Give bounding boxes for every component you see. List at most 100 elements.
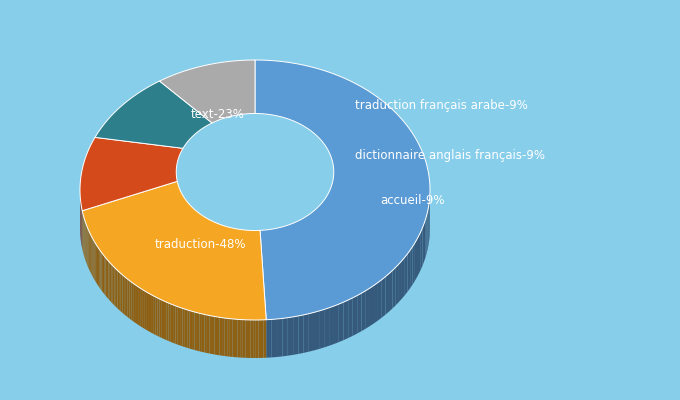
Polygon shape — [192, 311, 194, 350]
Polygon shape — [264, 320, 266, 358]
Polygon shape — [101, 251, 102, 291]
Polygon shape — [222, 318, 224, 356]
Polygon shape — [201, 215, 203, 254]
Polygon shape — [222, 225, 223, 264]
Polygon shape — [108, 261, 109, 300]
Polygon shape — [296, 221, 298, 260]
Polygon shape — [258, 320, 261, 358]
Polygon shape — [329, 306, 334, 346]
Polygon shape — [263, 230, 265, 268]
Polygon shape — [209, 219, 210, 258]
Polygon shape — [415, 239, 417, 281]
Polygon shape — [256, 230, 258, 268]
Polygon shape — [233, 319, 235, 357]
Polygon shape — [109, 262, 112, 302]
Polygon shape — [277, 318, 282, 357]
Polygon shape — [88, 230, 89, 270]
Polygon shape — [318, 206, 319, 245]
Polygon shape — [386, 274, 389, 315]
Polygon shape — [104, 256, 105, 296]
Text: dictionnaire anglais français-9%: dictionnaire anglais français-9% — [355, 148, 545, 162]
Polygon shape — [190, 310, 192, 349]
Polygon shape — [251, 230, 252, 268]
Polygon shape — [224, 226, 226, 264]
Polygon shape — [271, 229, 273, 267]
Polygon shape — [299, 220, 300, 258]
Text: traduction-48%: traduction-48% — [155, 238, 246, 252]
Polygon shape — [187, 310, 190, 348]
Polygon shape — [194, 210, 196, 248]
Polygon shape — [237, 319, 240, 358]
Polygon shape — [293, 223, 294, 261]
Polygon shape — [89, 232, 90, 271]
Polygon shape — [307, 215, 309, 254]
Polygon shape — [255, 230, 256, 268]
Polygon shape — [185, 309, 187, 348]
Polygon shape — [188, 203, 189, 242]
Polygon shape — [271, 319, 277, 358]
Polygon shape — [205, 218, 207, 256]
Polygon shape — [277, 228, 278, 266]
Polygon shape — [244, 230, 245, 268]
Polygon shape — [381, 277, 386, 318]
Polygon shape — [374, 282, 378, 323]
Polygon shape — [128, 279, 129, 318]
Polygon shape — [80, 137, 183, 211]
Polygon shape — [139, 287, 141, 326]
Polygon shape — [141, 288, 143, 328]
Polygon shape — [417, 235, 419, 277]
Polygon shape — [309, 213, 311, 252]
Polygon shape — [286, 226, 287, 264]
Polygon shape — [124, 276, 126, 316]
Polygon shape — [370, 285, 374, 326]
Polygon shape — [243, 230, 244, 268]
Polygon shape — [116, 269, 118, 308]
Polygon shape — [313, 210, 314, 249]
Polygon shape — [274, 228, 275, 267]
Polygon shape — [288, 317, 293, 356]
Polygon shape — [122, 275, 124, 314]
Polygon shape — [103, 254, 104, 294]
Polygon shape — [270, 229, 271, 268]
Polygon shape — [256, 320, 258, 358]
Polygon shape — [237, 229, 239, 267]
Polygon shape — [187, 201, 188, 240]
Polygon shape — [254, 230, 255, 268]
Polygon shape — [113, 266, 114, 305]
Polygon shape — [199, 313, 202, 352]
Polygon shape — [131, 282, 133, 321]
Polygon shape — [235, 319, 237, 357]
Polygon shape — [232, 228, 233, 266]
Polygon shape — [160, 299, 162, 338]
Polygon shape — [281, 227, 282, 265]
Polygon shape — [191, 206, 192, 245]
Polygon shape — [214, 222, 216, 261]
Polygon shape — [207, 315, 209, 354]
Polygon shape — [212, 221, 214, 260]
Polygon shape — [147, 292, 149, 332]
Polygon shape — [269, 230, 270, 268]
Polygon shape — [322, 201, 323, 240]
Polygon shape — [422, 224, 424, 266]
Polygon shape — [230, 319, 233, 357]
Polygon shape — [405, 254, 407, 295]
Polygon shape — [212, 316, 214, 354]
Polygon shape — [229, 227, 231, 266]
Polygon shape — [245, 230, 247, 268]
Polygon shape — [211, 220, 212, 259]
Polygon shape — [378, 280, 381, 320]
Polygon shape — [317, 207, 318, 246]
Polygon shape — [298, 220, 299, 259]
Polygon shape — [203, 216, 205, 255]
Polygon shape — [112, 264, 113, 304]
Polygon shape — [424, 220, 425, 262]
Polygon shape — [334, 304, 339, 344]
Polygon shape — [214, 316, 217, 355]
Polygon shape — [205, 314, 207, 353]
Polygon shape — [202, 314, 205, 352]
Polygon shape — [227, 318, 230, 357]
Polygon shape — [135, 285, 137, 324]
Polygon shape — [311, 212, 313, 251]
Polygon shape — [126, 278, 128, 317]
Polygon shape — [177, 307, 180, 346]
